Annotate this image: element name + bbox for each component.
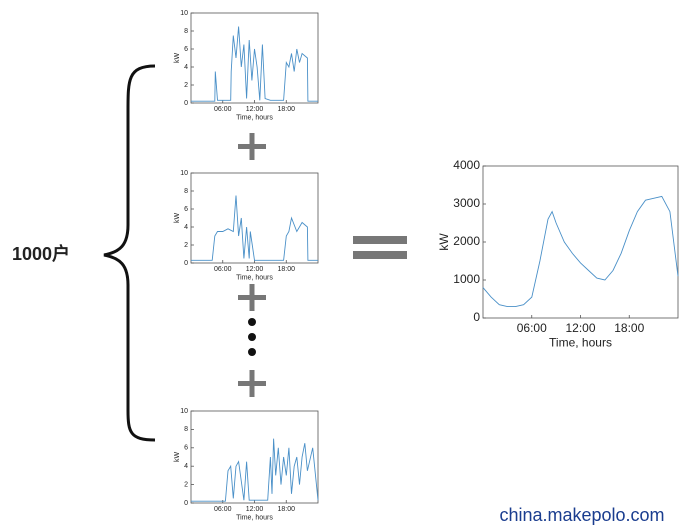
plot-frame [190, 410, 319, 504]
x-tick-label: 18:00 [277, 266, 295, 273]
equals-sign [353, 236, 407, 259]
y-tick-label: 2 [184, 242, 188, 249]
ellipsis [248, 318, 256, 356]
y-tick-label: 8 [184, 188, 188, 195]
x-tick-label: 06:00 [214, 266, 232, 273]
y-tick-label: 2 [184, 481, 188, 488]
y-tick-label: 4 [184, 463, 188, 470]
y-tick-label: 8 [184, 28, 188, 35]
watermark: china.makepolo.com [499, 505, 664, 525]
plot-frame [482, 165, 679, 319]
x-tick-label: 06:00 [214, 106, 232, 113]
plus-signs [238, 133, 266, 397]
y-tick-label: 2000 [453, 234, 480, 248]
data-line [191, 195, 318, 261]
y-tick-label: 4000 [453, 158, 480, 172]
x-tick-label: 12:00 [246, 506, 264, 513]
plot-frame [190, 12, 319, 104]
data-line [191, 438, 319, 502]
data-line [191, 26, 318, 102]
x-axis-label: Time, hours [236, 115, 273, 122]
y-tick-label: 4 [184, 224, 188, 231]
y-tick-label: 10 [180, 10, 188, 17]
x-tick-label: 12:00 [565, 321, 595, 335]
y-axis-label: kW [174, 213, 181, 224]
brace [103, 64, 156, 442]
y-tick-label: 2 [184, 82, 188, 89]
data-line [482, 195, 679, 308]
y-tick-label: 4 [184, 64, 188, 71]
y-axis-label: kW [174, 452, 181, 463]
y-tick-label: 0 [473, 310, 480, 324]
y-tick-label: 8 [184, 426, 188, 433]
y-tick-label: 10 [180, 408, 188, 415]
x-axis-label: Time, hours [549, 335, 612, 349]
y-tick-label: 6 [184, 445, 188, 452]
x-tick-label: 06:00 [214, 506, 232, 513]
y-tick-label: 6 [184, 206, 188, 213]
y-tick-label: 10 [180, 170, 188, 177]
x-tick-label: 18:00 [614, 321, 644, 335]
x-tick-label: 12:00 [246, 266, 264, 273]
y-tick-label: 0 [184, 100, 188, 107]
x-tick-label: 12:00 [246, 106, 264, 113]
x-tick-label: 18:00 [277, 106, 295, 113]
household-label: 1000户 [12, 243, 70, 264]
y-axis-label: kW [174, 53, 181, 64]
x-axis-label: Time, hours [236, 275, 273, 282]
x-axis-label: Time, hours [236, 515, 273, 522]
plot-frame [190, 172, 319, 264]
y-tick-label: 3000 [453, 196, 480, 210]
x-tick-label: 06:00 [517, 321, 547, 335]
y-tick-label: 0 [184, 500, 188, 507]
y-tick-label: 1000 [453, 272, 480, 286]
y-tick-label: 6 [184, 46, 188, 53]
y-axis-label: kW [437, 233, 451, 251]
x-tick-label: 18:00 [277, 506, 295, 513]
y-tick-label: 0 [184, 260, 188, 267]
